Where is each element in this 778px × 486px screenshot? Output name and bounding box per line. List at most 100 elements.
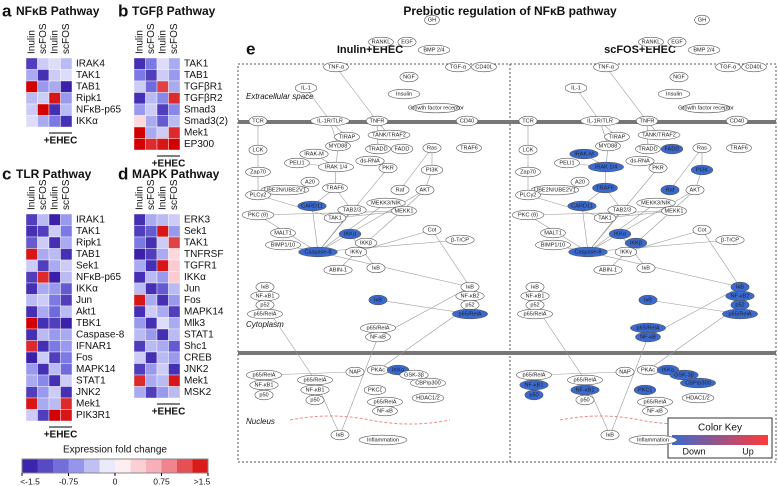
pathway-node — [365, 115, 389, 127]
node-label: IKKα — [614, 231, 627, 237]
heatmap-cell — [60, 351, 73, 364]
heatmap-cell — [60, 294, 73, 307]
panel-letter: d — [118, 164, 128, 183]
heatmap-cell — [60, 328, 73, 341]
color-scale-step — [37, 459, 54, 473]
heatmap-cell — [37, 409, 50, 422]
pathway-node — [270, 227, 296, 239]
heatmap-cell — [48, 92, 61, 105]
node-label: Zap70 — [520, 169, 536, 175]
heatmap-cell — [60, 103, 73, 116]
pathway-node — [297, 200, 327, 212]
column-label: scFOS — [146, 179, 157, 210]
row-label: Shc1 — [184, 341, 207, 352]
node-label: Zap70 — [250, 169, 266, 175]
heatmap-cell — [168, 363, 181, 376]
heatmap-cell — [25, 69, 38, 82]
node-label: IKKβ — [630, 240, 642, 246]
node-label: PELI1 — [559, 160, 574, 166]
heatmap-cell — [168, 351, 181, 364]
color-scale-label: >1.5 — [194, 476, 211, 486]
node-label: TCR — [522, 118, 534, 124]
node-label: PLCγ2 — [520, 192, 537, 198]
pathway-edge — [625, 229, 703, 253]
column-label: scFOS — [38, 23, 49, 54]
heatmap-cell — [133, 317, 146, 330]
node-label: Cot — [698, 227, 707, 233]
heatmap-cell — [48, 397, 61, 410]
heatmap-cell — [168, 80, 181, 93]
heatmap-cell — [168, 225, 181, 238]
heatmap-cell — [145, 69, 158, 82]
heatmap-cell — [60, 80, 73, 93]
pathway-node — [636, 262, 656, 274]
pathway-edge — [399, 147, 433, 191]
column-label: scFOS — [61, 179, 72, 210]
pathway-node — [248, 144, 268, 156]
heatmap-cell — [133, 92, 146, 105]
heatmap-cell — [133, 236, 146, 249]
node-label: p65/RelA — [458, 311, 481, 317]
node-label: p50 — [310, 397, 319, 403]
row-label: TAB1 — [76, 249, 101, 260]
pathway-node — [515, 166, 541, 178]
group-label: +EHEC — [152, 407, 186, 418]
node-label: NF-κB1 — [255, 382, 274, 388]
heatmap-cell — [37, 282, 50, 295]
pathway-edge — [257, 210, 405, 216]
row-label: Mek1 — [184, 375, 209, 386]
pathway-node — [607, 204, 637, 216]
pathway-node — [417, 44, 451, 56]
pathway-node — [284, 157, 310, 169]
row-label: Jun — [184, 283, 200, 294]
pathway-node — [415, 184, 435, 196]
node-label: NF-κB2 — [731, 293, 750, 299]
row-label: Mek1 — [76, 398, 101, 409]
heatmap-cell — [25, 282, 38, 295]
heatmap-cell — [133, 259, 146, 272]
color-scale-label: 0.75 — [153, 476, 170, 486]
node-label: TAK1 — [598, 215, 612, 221]
color-scale-label: -0.75 — [59, 476, 79, 486]
node-label: p52 — [465, 302, 474, 308]
heatmap-cell — [145, 126, 158, 139]
pathway-node — [305, 394, 325, 406]
node-label: TIRAP — [609, 134, 626, 140]
node-label: p65/RelA — [643, 399, 666, 405]
node-label: CD40 — [460, 118, 474, 124]
panel-title: TGFβ Pathway — [132, 4, 216, 18]
pathway-node — [325, 140, 351, 152]
pathway-node — [246, 369, 282, 381]
heatmap-cell — [168, 236, 181, 249]
node-label: IκB — [261, 284, 269, 290]
heatmap-cell — [25, 409, 38, 422]
pathway-node — [265, 239, 301, 251]
pathway-node — [535, 239, 571, 251]
pathway-node — [568, 246, 608, 258]
pathway-edge — [305, 87, 331, 122]
heatmap-cell — [133, 374, 146, 387]
heatmap-cell — [37, 305, 50, 318]
color-key-label: Up — [742, 446, 754, 456]
pathway-node — [614, 246, 638, 258]
row-label: IFNAR1 — [76, 341, 112, 352]
pathway-node — [372, 405, 398, 417]
node-label: IKKγ — [620, 249, 632, 255]
heatmap-cell — [37, 259, 50, 272]
row-label: Caspase-8 — [76, 329, 125, 340]
pathway-node — [387, 88, 421, 100]
panel-letter: c — [2, 164, 11, 183]
heatmap-cell — [48, 80, 61, 93]
heatmap-cell — [156, 294, 169, 307]
node-label: NF-κB1 — [525, 382, 544, 388]
node-label: NF-κB1 — [256, 293, 275, 299]
pathway-edge — [431, 229, 471, 288]
node-label: NF-κB — [647, 408, 663, 414]
heatmap-cell — [60, 225, 73, 238]
pathway-node — [330, 429, 350, 441]
node-label: CARD11 — [571, 203, 593, 209]
node-label: IL-1R/TLR — [317, 118, 343, 124]
pathway-node — [660, 184, 680, 196]
node-label: HDAC1/2 — [416, 395, 440, 401]
